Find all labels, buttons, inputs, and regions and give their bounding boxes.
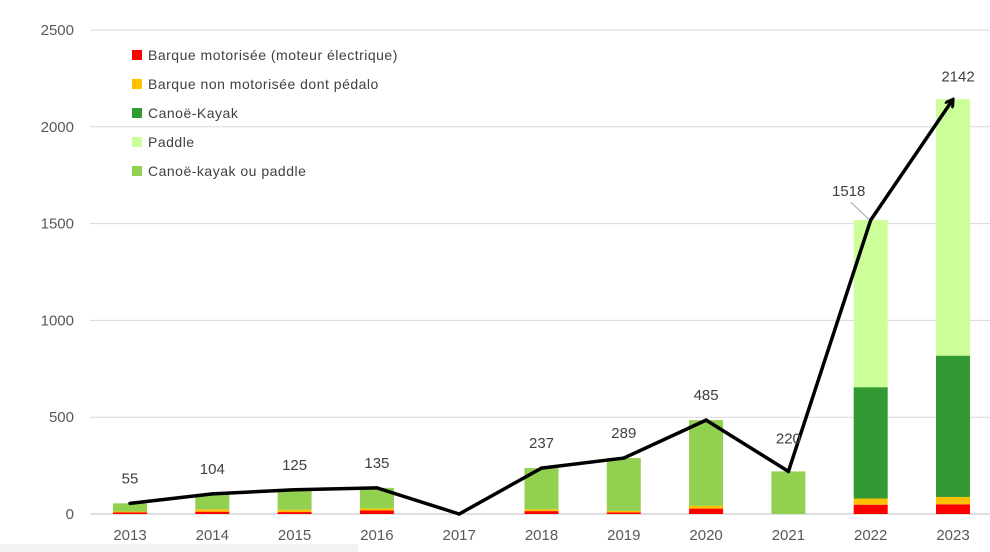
bar-segment [853,504,888,514]
legend-swatch [132,136,142,147]
bar-segment [277,512,312,514]
legend-label: Canoë-kayak ou paddle [148,162,307,179]
data-label: 237 [529,435,554,452]
bar-segment [606,510,641,513]
trend-segment [868,101,952,222]
x-tick-label: 2019 [607,527,640,544]
data-labels: 55 104 125 135 237 289 485 220 1518 2142 [122,68,975,487]
legend-swatch [132,78,142,89]
legend-swatch [132,165,142,176]
legend-label: Paddle [148,133,195,150]
y-tick-label: 2000 [41,119,74,136]
bar-segment [195,511,230,514]
data-label: 2142 [941,68,974,85]
trend-segment [704,418,791,474]
bar-segment [689,505,724,509]
bar-segment [853,220,888,388]
x-tick-label: 2017 [443,527,476,544]
trend-segment [539,456,626,470]
x-tick-label: 2018 [525,527,558,544]
gridlines [90,29,990,515]
bar-segment [853,387,888,499]
x-tick-label: 2020 [689,527,722,544]
bar-segment [524,509,559,512]
trend-segment [375,486,461,516]
bar-segment [936,504,970,514]
bar-segment [359,508,394,511]
bars [113,99,970,514]
bar-segment [113,512,147,514]
data-label: 485 [694,387,719,404]
bar-segment [277,489,312,510]
trend-segment [622,418,708,460]
x-tick-label: 2021 [772,527,805,544]
bar-segment [606,512,641,514]
x-tick-label: 2015 [278,527,311,544]
data-label: 135 [364,455,389,472]
x-tick-label: 2013 [113,527,146,544]
legend-label: Barque motorisée (moteur électrique) [148,46,398,63]
bar-segment [936,496,970,505]
bar-segment [606,458,641,511]
bar-segment [359,487,394,509]
y-tick-label: 0 [66,506,74,523]
legend-item: Paddle [132,127,398,156]
bar-segment [359,510,394,514]
trend-segment [786,218,873,474]
legend-item: Canoë-Kayak [132,98,398,127]
data-label: 289 [611,425,636,442]
x-tick-label: 2014 [196,527,229,544]
y-tick-label: 1500 [41,216,74,233]
bar-segment [277,509,312,513]
bar-segment [771,471,806,514]
data-label: 55 [122,470,139,487]
scroll-strip [0,544,358,552]
legend: Barque motorisée (moteur électrique) Bar… [132,40,398,185]
bar-segment [936,355,970,497]
bar-segment [195,509,230,512]
trend-segment [128,492,215,506]
y-axis: 0 500 1000 1500 2000 2500 [41,22,74,523]
trend-segment [457,466,544,516]
legend-item: Barque non motorisée dont pédalo [132,69,398,98]
leader-line [850,201,870,220]
data-label: 220 [776,430,801,447]
bar-segment [853,498,888,505]
x-axis: 2013 2014 2015 2016 2017 2018 2019 2020 2021 2022… [113,527,969,544]
y-tick-label: 1000 [41,312,74,329]
legend-swatch [132,107,142,118]
y-tick-label: 500 [49,409,74,426]
legend-item: Barque motorisée (moteur électrique) [132,40,398,69]
data-label: 104 [200,461,225,478]
bar-segment [689,420,724,506]
legend-item: Canoë-kayak ou paddle [132,156,398,185]
data-label: 1518 [832,183,865,200]
bar-segment [195,493,230,510]
y-tick-label: 2500 [41,22,74,39]
legend-label: Canoë-Kayak [148,104,239,121]
total-trend-line [128,101,952,516]
trend-segment [292,486,379,492]
bar-segment [113,503,147,512]
bar-segment [524,511,559,514]
x-tick-label: 2023 [936,527,969,544]
legend-label: Barque non motorisée dont pédalo [148,75,379,92]
data-label: 125 [282,457,307,474]
bar-segment [689,508,724,514]
bar-segment [113,511,147,513]
legend-swatch [132,49,142,60]
x-tick-label: 2016 [360,527,393,544]
x-tick-label: 2022 [854,527,887,544]
bar-segment [936,99,970,356]
trend-segment [210,488,297,496]
